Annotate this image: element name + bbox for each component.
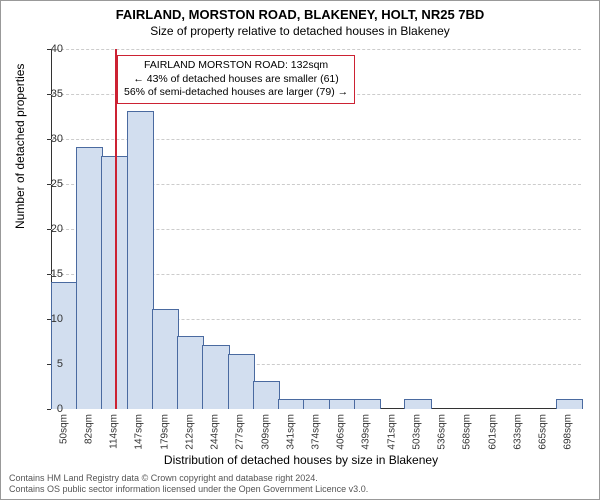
bar (228, 354, 255, 409)
xtick-label: 568sqm (462, 414, 473, 450)
xtick-label: 536sqm (437, 414, 448, 450)
page-subtitle: Size of property relative to detached ho… (1, 22, 599, 42)
bar (202, 345, 229, 409)
bar (177, 336, 204, 409)
xtick-label: 698sqm (563, 414, 574, 450)
bar (303, 399, 330, 409)
xtick-label: 277sqm (235, 414, 246, 450)
xtick-label: 147sqm (134, 414, 145, 450)
ytick-label: 40 (51, 43, 63, 55)
grid-line (51, 49, 581, 51)
xtick-label: 406sqm (336, 414, 347, 450)
bar (51, 282, 78, 409)
xtick-label: 439sqm (361, 414, 372, 450)
bar (253, 381, 280, 409)
footer-line-1: Contains HM Land Registry data © Crown c… (9, 473, 368, 484)
x-axis-label: Distribution of detached houses by size … (1, 453, 600, 467)
xtick-label: 341sqm (285, 414, 296, 450)
xtick-label: 212sqm (184, 414, 195, 450)
bar (127, 111, 154, 409)
annotation-box: FAIRLAND MORSTON ROAD: 132sqm← 43% of de… (117, 55, 355, 104)
y-axis-label: Number of detached properties (13, 64, 27, 229)
ytick-label: 20 (51, 223, 63, 235)
ytick-label: 5 (57, 358, 63, 370)
annotation-line: 56% of semi-detached houses are larger (… (124, 86, 348, 100)
ytick-label: 10 (51, 313, 63, 325)
bar (556, 399, 583, 409)
ytick-mark (47, 409, 51, 410)
annotation-line: FAIRLAND MORSTON ROAD: 132sqm (124, 59, 348, 73)
xtick-label: 50sqm (58, 414, 69, 444)
xtick-label: 179sqm (159, 414, 170, 450)
ytick-label: 30 (51, 133, 63, 145)
xtick-label: 503sqm (411, 414, 422, 450)
bar (329, 399, 356, 409)
xtick-label: 471sqm (386, 414, 397, 450)
bar (404, 399, 431, 409)
ytick-label: 35 (51, 88, 63, 100)
xtick-label: 374sqm (311, 414, 322, 450)
footer-line-2: Contains OS public sector information li… (9, 484, 368, 495)
footer-attribution: Contains HM Land Registry data © Crown c… (9, 473, 368, 496)
xtick-label: 601sqm (487, 414, 498, 450)
xtick-label: 82sqm (83, 414, 94, 444)
bar (152, 309, 179, 409)
xtick-label: 114sqm (109, 414, 120, 449)
ytick-label: 15 (51, 268, 63, 280)
bar (278, 399, 305, 409)
xtick-label: 665sqm (538, 414, 549, 450)
xtick-label: 244sqm (210, 414, 221, 450)
page-title: FAIRLAND, MORSTON ROAD, BLAKENEY, HOLT, … (1, 1, 599, 22)
bar (76, 147, 103, 409)
xtick-label: 309sqm (260, 414, 271, 450)
xtick-label: 633sqm (512, 414, 523, 450)
bar (354, 399, 381, 409)
chart-area: 50sqm82sqm114sqm147sqm179sqm212sqm244sqm… (51, 49, 581, 409)
ytick-label: 25 (51, 178, 63, 190)
annotation-line: ← 43% of detached houses are smaller (61… (124, 73, 348, 87)
ytick-label: 0 (57, 403, 63, 415)
chart-container: FAIRLAND, MORSTON ROAD, BLAKENEY, HOLT, … (0, 0, 600, 500)
plot-region: 50sqm82sqm114sqm147sqm179sqm212sqm244sqm… (51, 49, 581, 409)
